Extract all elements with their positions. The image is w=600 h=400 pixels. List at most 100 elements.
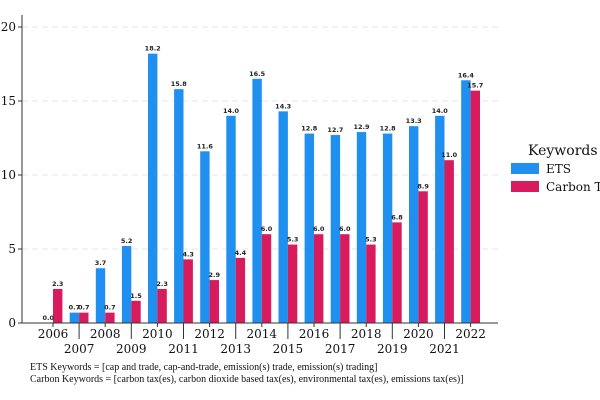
bar-value-label: 4.3	[182, 250, 194, 258]
bar-value-label: 2.3	[156, 280, 168, 288]
x-tick-label: 2015	[273, 342, 304, 356]
y-tick-label: 15	[1, 94, 16, 108]
x-tick-label: 2011	[168, 342, 199, 356]
bar-carbon-tax	[131, 300, 141, 323]
bar-value-label: 2.3	[52, 280, 64, 288]
bar-carbon-tax	[470, 90, 480, 323]
legend-swatch-ets	[511, 163, 539, 174]
bar-ets	[435, 115, 445, 323]
bar-ets	[330, 135, 341, 323]
bar-value-label: 5.2	[121, 237, 133, 245]
bar-ets	[356, 132, 367, 323]
bar-value-label: 12.8	[380, 125, 397, 133]
bar-value-label: 16.5	[249, 70, 266, 78]
bar-carbon-tax	[105, 312, 115, 323]
bar-value-label: 5.3	[365, 236, 377, 244]
bar-carbon-tax	[444, 160, 454, 323]
bar-value-label: 5.3	[287, 236, 299, 244]
x-tick-label: 2010	[142, 327, 173, 341]
bar-ets	[382, 133, 393, 323]
footnote-carbon-keywords: Carbon Keywords = [carbon tax(es), carbo…	[30, 374, 464, 385]
x-tick-label: 2022	[455, 327, 486, 341]
bar-value-label: 14.3	[275, 102, 291, 110]
x-tick-label: 2016	[299, 327, 330, 341]
bar-ets	[409, 126, 419, 323]
bar-value-label: 1.5	[130, 292, 142, 300]
legend-label-ets: ETS	[546, 162, 571, 176]
bar-value-label: 6.0	[313, 225, 325, 233]
x-tick-label: 2013	[220, 342, 251, 356]
bars	[53, 53, 480, 323]
x-tick-label: 2019	[377, 342, 408, 356]
legend: Keywords ETS Carbon Tax	[511, 143, 600, 194]
bar-value-label: 8.9	[417, 182, 429, 190]
bar-value-label: 14.0	[223, 107, 240, 115]
bar-value-label: 18.2	[145, 45, 161, 53]
bar-value-label: 15.7	[467, 82, 483, 90]
bar-ets	[304, 133, 314, 323]
y-tick-label: 20	[1, 20, 16, 34]
bar-value-label: 0.7	[78, 304, 90, 312]
bar-ets	[69, 312, 80, 323]
bar-value-label: 0.7	[69, 304, 81, 312]
x-tick-label: 2012	[194, 327, 225, 341]
bar-ets	[200, 151, 210, 323]
bar-value-label: 12.8	[301, 125, 318, 133]
x-tick-label: 2008	[90, 327, 121, 341]
bar-value-label: 0.7	[104, 304, 116, 312]
bar-ets	[252, 78, 262, 323]
bar-ets	[121, 246, 132, 323]
bar-ets	[278, 111, 288, 323]
bar-value-label: 0.0	[43, 314, 55, 322]
y-tick-label: 5	[8, 242, 16, 256]
bar-value-label: 16.4	[458, 71, 475, 79]
bar-value-label: 15.8	[171, 80, 188, 88]
bar-carbon-tax	[53, 288, 63, 323]
bar-ets	[226, 115, 236, 323]
x-tick-label: 2009	[116, 342, 147, 356]
bar-value-label: 11.6	[197, 142, 214, 150]
bar-value-label: 2.9	[209, 271, 221, 279]
bar-value-label: 6.0	[261, 225, 273, 233]
bar-value-label: 6.8	[391, 213, 403, 221]
bar-value-label: 4.4	[235, 249, 247, 257]
bar-ets	[95, 268, 106, 323]
bar-carbon-tax	[314, 234, 324, 323]
axes: 0 5 10 15 20 20062007200820092010201120122013…	[1, 15, 498, 356]
bar-ets	[174, 89, 184, 323]
x-tick-label: 2020	[403, 327, 434, 341]
footnote-ets-keywords: ETS Keywords = [cap and trade, cap-and-t…	[30, 362, 378, 373]
x-tick-label: 2018	[351, 327, 382, 341]
bar-ets	[461, 80, 471, 323]
bar-carbon-tax	[340, 234, 350, 323]
x-tick-label: 2017	[325, 342, 356, 356]
bar-value-labels: 0.02.30.70.73.70.75.21.518.22.315.84.311…	[43, 45, 484, 322]
bar-carbon-tax	[287, 244, 298, 323]
bar-carbon-tax	[261, 234, 272, 323]
bar-value-label: 11.0	[441, 151, 458, 159]
y-tick-label: 10	[1, 168, 16, 182]
bar-carbon-tax	[157, 288, 167, 323]
x-tick-label: 2006	[38, 327, 69, 341]
bar-value-label: 14.0	[432, 107, 449, 115]
bar-carbon-tax	[209, 280, 219, 323]
bar-carbon-tax	[79, 312, 89, 323]
x-tick-label: 2007	[64, 342, 95, 356]
bar-ets	[148, 53, 158, 323]
bar-value-label: 12.7	[327, 126, 343, 134]
bar-value-label: 6.0	[339, 225, 351, 233]
bar-carbon-tax	[183, 259, 193, 323]
bar-value-label: 3.7	[95, 259, 107, 267]
x-tick-label: 2014	[247, 327, 278, 341]
bar-value-label: 13.3	[406, 117, 422, 125]
bar-carbon-tax	[418, 191, 428, 323]
bar-carbon-tax	[366, 244, 376, 323]
legend-label-carbon-tax: Carbon Tax	[546, 180, 600, 194]
bar-value-label: 12.9	[353, 123, 370, 131]
bar-carbon-tax	[235, 257, 246, 323]
legend-title: Keywords	[528, 143, 598, 159]
y-tick-label: 0	[8, 316, 16, 330]
legend-swatch-carbon-tax	[511, 181, 539, 192]
bar-carbon-tax	[392, 222, 402, 323]
